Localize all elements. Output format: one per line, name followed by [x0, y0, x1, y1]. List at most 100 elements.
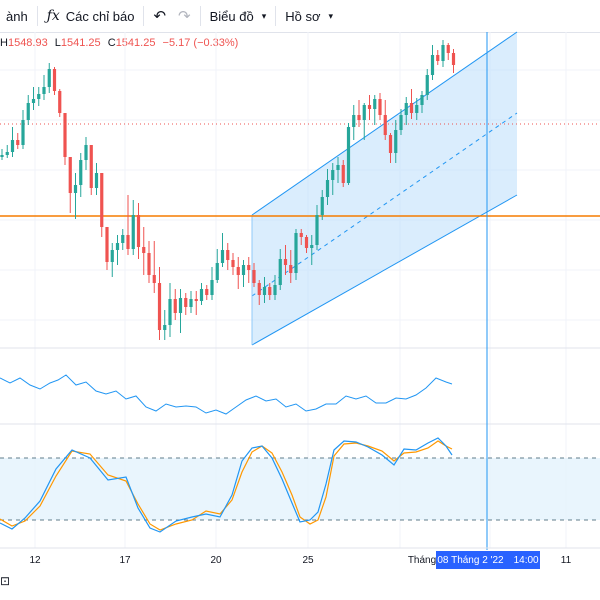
undo-button[interactable]: ↶: [147, 0, 172, 32]
indicators-label: Các chỉ báo: [65, 8, 135, 24]
ohlc-low-label: L: [54, 37, 61, 49]
candle-body: [16, 140, 20, 145]
crosshair-time: 14:00: [513, 554, 539, 566]
candle-body: [157, 283, 162, 330]
candle-body: [168, 299, 172, 325]
candle-body: [152, 275, 156, 283]
candle-body: [231, 260, 235, 267]
candle-body: [362, 105, 366, 120]
time-axis-tick: 11: [561, 555, 572, 566]
candle-body: [194, 299, 198, 301]
chart-menu-label: Biểu đồ: [209, 8, 254, 24]
profile-menu-button[interactable]: Hồ sơ ▾: [279, 0, 339, 32]
candle-body: [89, 145, 93, 188]
candle-body: [205, 289, 209, 295]
candle-body: [100, 173, 104, 227]
candle-body: [178, 298, 183, 313]
candle-body: [278, 259, 282, 285]
candle-body: [189, 299, 193, 307]
candle-body: [52, 69, 57, 91]
toolbar-partial-item[interactable]: ành: [0, 0, 34, 32]
candle-body: [367, 105, 372, 109]
candle-body: [388, 135, 393, 153]
candle-body: [10, 140, 15, 152]
candle-body: [446, 45, 450, 53]
candle-body: [320, 197, 324, 215]
candle-body: [420, 95, 424, 105]
ohlc-close-value: 1541.25: [115, 37, 156, 49]
candle-body: [31, 99, 36, 103]
candle-body: [220, 250, 225, 263]
time-axis-tick: Tháng: [408, 555, 436, 566]
candle-body: [142, 247, 146, 253]
redo-icon: ↷: [178, 8, 191, 25]
candle-body: [226, 250, 230, 260]
stochastic-k-line: [0, 437, 453, 533]
candles-group: [0, 40, 456, 340]
time-axis-tick: 17: [119, 555, 131, 566]
candle-body: [184, 298, 188, 307]
candle-body: [136, 215, 141, 247]
candle-body: [341, 165, 345, 183]
candle-body: [357, 115, 361, 120]
candle-body: [268, 287, 272, 295]
candle-body: [273, 285, 277, 295]
candle-body: [294, 233, 298, 273]
candle-body: [436, 55, 440, 61]
candle-body: [331, 170, 335, 180]
crosshair-date-badge: 08 Tháng 2 '22 14:00: [436, 551, 540, 569]
channel-middle-line[interactable]: [251, 112, 518, 297]
candle-body: [94, 173, 99, 188]
candle-body: [409, 103, 414, 113]
indicators-button[interactable]: ƒx Các chỉ báo: [41, 0, 141, 32]
candle-body: [247, 265, 251, 270]
candle-body: [147, 253, 151, 275]
candle-body: [58, 91, 62, 113]
candle-body: [73, 185, 78, 193]
candle-body: [310, 245, 314, 248]
candle-body: [236, 267, 240, 275]
ohlc-low-value: 1541.25: [60, 37, 101, 49]
candle-body: [115, 243, 120, 250]
ohlc-close-label: C: [107, 37, 116, 49]
candle-body: [252, 270, 256, 283]
toolbar-divider: [36, 6, 38, 26]
candle-body: [210, 280, 214, 295]
candle-body: [105, 227, 109, 262]
candle-body: [352, 115, 356, 127]
candle-body: [131, 215, 135, 249]
candle-body: [346, 127, 351, 183]
candle-body: [451, 53, 456, 65]
layout-toggle-icon[interactable]: ⊡: [0, 574, 11, 588]
candle-body: [325, 180, 330, 197]
candle-body: [394, 130, 398, 153]
time-axis-tick: 20: [210, 555, 222, 566]
toolbar-divider: [199, 6, 201, 26]
candle-body: [5, 152, 9, 155]
candle-body: [26, 103, 30, 120]
toolbar-divider: [143, 6, 145, 26]
candle-body: [383, 115, 387, 135]
channel-lower-line[interactable]: [251, 194, 518, 346]
candle-body: [110, 250, 114, 262]
candle-body: [42, 87, 46, 94]
candle-body: [21, 120, 25, 145]
candle-body: [126, 235, 130, 249]
crosshair-date: 08 Tháng 2 '22: [437, 554, 504, 566]
candle-body: [63, 113, 67, 157]
redo-button[interactable]: ↷: [172, 0, 197, 32]
candle-body: [47, 69, 51, 87]
ohlc-high-value: 1548.93: [7, 37, 48, 49]
rsi-line: [0, 374, 453, 415]
candle-body: [430, 55, 435, 75]
ohlc-change-value: −5.17 (−0.33%): [162, 37, 239, 49]
chart-menu-button[interactable]: Biểu đồ ▾: [204, 0, 273, 32]
candle-body: [84, 145, 88, 160]
candle-body: [0, 155, 4, 157]
undo-icon: ↶: [153, 8, 167, 25]
candle-body: [315, 215, 319, 245]
ohlc-legend: H1548.93 L1541.25 C1541.25 −5.17 (−0.33%…: [0, 37, 242, 49]
candle-body: [399, 115, 403, 130]
ascending-channel-fill: [252, 32, 517, 345]
